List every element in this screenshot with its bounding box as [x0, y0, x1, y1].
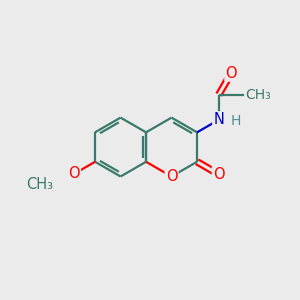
Text: O: O — [225, 66, 237, 81]
Text: O: O — [213, 167, 224, 182]
Text: O: O — [166, 169, 177, 184]
Text: CH₃: CH₃ — [245, 88, 271, 102]
Text: CH₃: CH₃ — [26, 177, 53, 192]
Text: N: N — [213, 112, 224, 127]
Text: O: O — [68, 166, 80, 181]
Text: H: H — [231, 114, 242, 128]
